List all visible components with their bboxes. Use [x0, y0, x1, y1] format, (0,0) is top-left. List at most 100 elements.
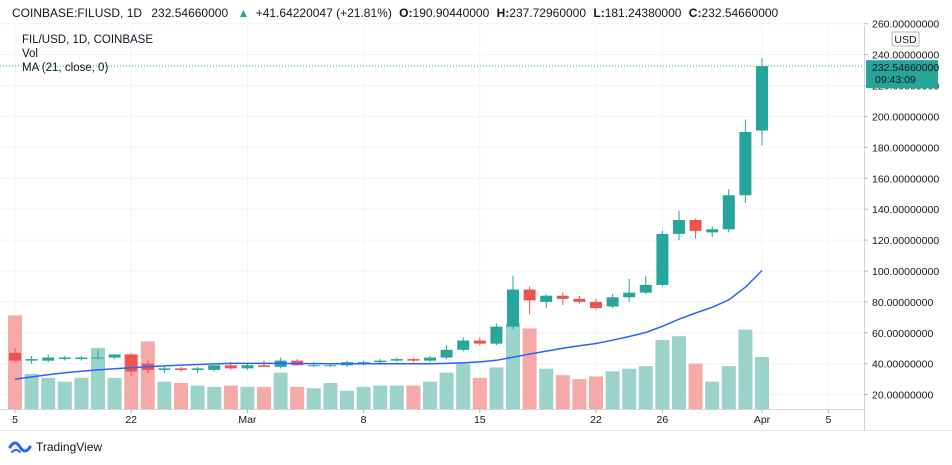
y-tick-label: 160.00000000	[872, 173, 939, 185]
candle-body	[374, 360, 387, 363]
y-tick-label: 180.00000000	[872, 142, 939, 154]
open-label: O:	[399, 6, 412, 20]
volume-bar	[605, 371, 620, 409]
candlesticks	[9, 58, 768, 377]
candle-body	[307, 365, 320, 367]
volume-bar	[24, 373, 39, 409]
legend-volume[interactable]: Vol	[22, 48, 38, 60]
candle-body	[590, 301, 602, 309]
y-tick-label: 40.00000000	[872, 359, 933, 371]
volume-bar	[489, 367, 504, 409]
y-tick-label: 120.00000000	[872, 235, 939, 247]
candle-body	[689, 220, 702, 231]
currency-label: USD	[894, 34, 917, 46]
candle-body	[42, 357, 55, 361]
change-value: +41.64220047 (+21.81%)	[256, 6, 392, 20]
legend-ma[interactable]: MA (21, close, 0)	[22, 62, 108, 74]
volume-bar	[555, 375, 570, 409]
volume-bar	[755, 357, 769, 409]
volume-bar	[91, 347, 105, 409]
change-up-icon: ▲	[237, 6, 249, 20]
x-tick-label: 8	[361, 414, 367, 426]
volume-bar	[539, 368, 554, 409]
x-tick-label: 5	[825, 414, 831, 426]
svg-text:COINBASE:FILUSD, 1D 232.: COINBASE:FILUSD, 1D 232.54660000 ▲ +41.6…	[12, 6, 779, 20]
volume-bar	[257, 386, 271, 409]
volume-bar	[705, 381, 720, 409]
volume-bar	[406, 385, 421, 409]
volume-bar	[638, 366, 653, 409]
x-tick-label: 26	[657, 414, 669, 426]
volume-bar	[174, 383, 188, 409]
chart-legend[interactable]: FIL/USD, 1D, COINBASE Vol MA (21, close,…	[22, 34, 153, 74]
volume-bar	[356, 386, 371, 409]
legend-pair[interactable]: FIL/USD, 1D, COINBASE	[22, 34, 153, 46]
candle-body	[556, 295, 569, 299]
candle-body	[357, 362, 370, 364]
volume-bar	[456, 363, 471, 409]
time-axis[interactable]: 5 22 Mar 8 15 22 26 Apr 5	[0, 409, 952, 431]
x-tick-label: 15	[474, 414, 486, 426]
ohlc-header: COINBASE:FILUSD, 1D 232.54660000 ▲ +41.6…	[12, 6, 779, 20]
tradingview-branding[interactable]: TradingView	[8, 440, 102, 454]
candle-body	[739, 131, 752, 196]
volume-bar	[589, 376, 603, 409]
open-value: 190.90440000	[413, 6, 490, 20]
candle-body	[673, 220, 685, 234]
countdown-label: 09:43:09	[875, 74, 916, 86]
y-tick-label: 80.00000000	[872, 297, 933, 309]
candle-body	[706, 229, 719, 233]
tradingview-logo-icon	[8, 441, 32, 453]
candle-body	[490, 326, 503, 344]
last-price-badge	[866, 60, 938, 89]
candle-body	[25, 359, 38, 361]
candle-body	[573, 298, 586, 302]
low-label: L:	[593, 6, 604, 20]
x-tick-label: Apr	[754, 414, 771, 426]
candle-body	[224, 365, 237, 369]
candle-body	[722, 195, 735, 230]
volume-bar	[207, 386, 222, 409]
high-label: H:	[497, 6, 510, 20]
volume-bar	[223, 385, 238, 409]
candle-body	[507, 289, 519, 327]
candle-body	[258, 365, 270, 367]
candle-body	[125, 354, 138, 372]
volume-bar	[306, 388, 321, 409]
candle-body	[440, 349, 453, 358]
candle-body	[457, 340, 470, 350]
volume-bar	[340, 390, 354, 409]
last-value: 232.54660000	[151, 6, 228, 20]
volume-bars	[8, 315, 769, 409]
volume-bar	[8, 315, 22, 409]
close-label: C:	[689, 6, 702, 20]
candle-body	[606, 297, 619, 307]
volume-bar	[157, 381, 172, 409]
y-tick-label: 60.00000000	[872, 328, 933, 340]
candle-body	[158, 368, 171, 370]
candle-body	[92, 357, 104, 359]
brand-name[interactable]: TradingView	[36, 440, 102, 454]
y-tick-label: 260.00000000	[872, 19, 939, 31]
volume-bar	[57, 381, 72, 409]
volume-bar	[389, 385, 404, 409]
volume-bar	[74, 377, 89, 409]
candle-body	[424, 357, 436, 361]
volume-bar	[107, 377, 122, 409]
volume-bar	[472, 377, 487, 409]
volume-bar	[522, 328, 537, 409]
y-tick-label: 200.00000000	[872, 111, 939, 123]
low-value: 181.24380000	[605, 6, 682, 20]
x-tick-label: 22	[590, 414, 602, 426]
candle-body	[9, 352, 21, 361]
volume-bar	[273, 372, 288, 409]
volume-bar	[290, 386, 305, 409]
candle-body	[639, 284, 652, 293]
price-axis[interactable]: 20.00000000 40.00000000 60.00000000 80.0000…	[864, 19, 939, 430]
candle-body	[540, 295, 553, 302]
y-tick-label: 240.00000000	[872, 50, 939, 62]
volume-bar	[41, 377, 56, 409]
volume-bar	[655, 340, 670, 409]
symbol-label: COINBASE:FILUSD, 1D	[12, 6, 142, 20]
